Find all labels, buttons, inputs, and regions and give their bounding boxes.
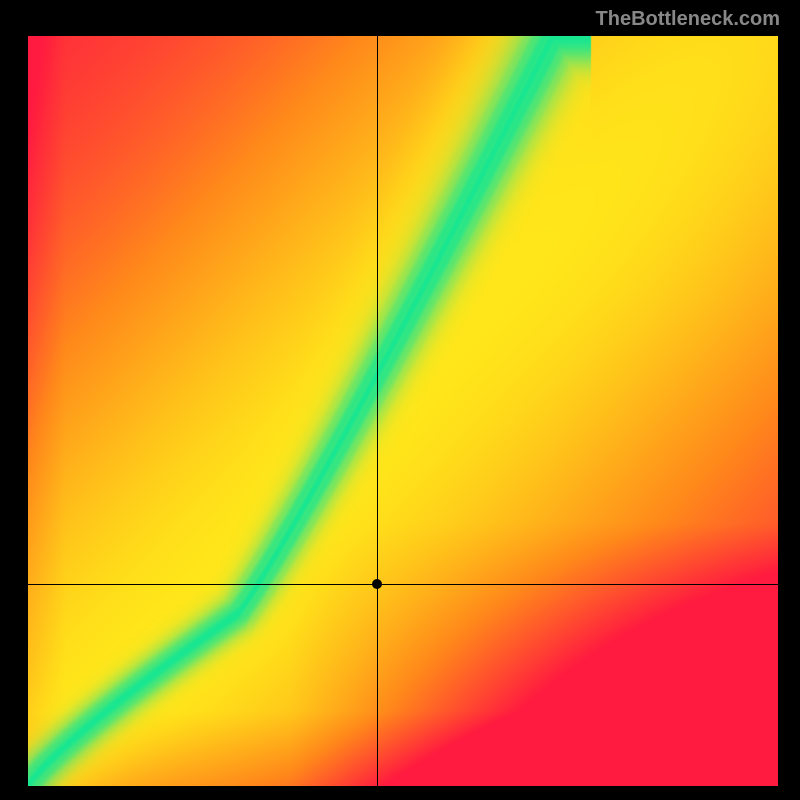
crosshair-vertical xyxy=(377,36,378,786)
heatmap-plot xyxy=(28,36,778,786)
heatmap-canvas xyxy=(28,36,778,786)
chart-container: { "watermark": "TheBottleneck.com", "plo… xyxy=(0,0,800,800)
crosshair-marker xyxy=(372,579,382,589)
watermark-text: TheBottleneck.com xyxy=(596,8,780,31)
crosshair-horizontal xyxy=(28,584,778,585)
